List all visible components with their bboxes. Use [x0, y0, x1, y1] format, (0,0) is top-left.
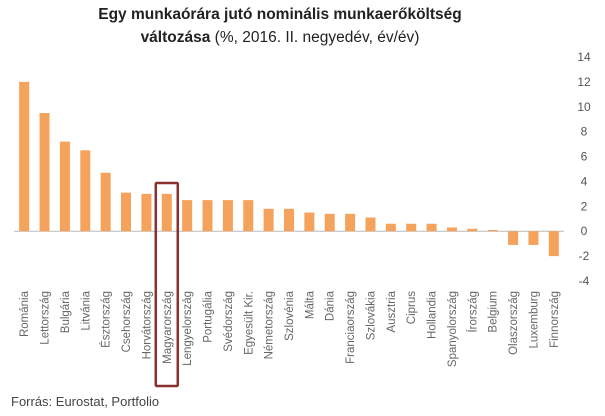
y-tick-label: -4: [579, 274, 590, 288]
category-label: Portugália: [203, 290, 215, 342]
category-label: Lengyelország: [182, 291, 194, 366]
category-label: Románia: [19, 290, 31, 337]
category-label: Luxemburg: [528, 291, 540, 349]
bar: [121, 192, 132, 232]
bar: [141, 193, 152, 232]
bar: [161, 193, 172, 232]
chart-title-bold-word: változása: [140, 29, 211, 46]
bar: [243, 200, 254, 232]
bar: [426, 223, 437, 232]
category-label: Belgium: [488, 291, 500, 333]
category-label: Lettország: [40, 291, 52, 345]
category-label: Szlovénia: [284, 290, 296, 340]
category-label: Szlovákia: [365, 290, 377, 340]
bar: [345, 213, 356, 232]
y-tick-label: 4: [581, 174, 588, 188]
bar: [406, 223, 417, 232]
category-label: Svédország: [223, 291, 235, 352]
category-label: Olaszország: [508, 291, 520, 355]
category-label: Észtország: [100, 291, 113, 348]
bar: [182, 200, 193, 232]
category-label: Finnország: [549, 291, 561, 348]
bar: [284, 208, 294, 232]
category-label: Hollandia: [427, 290, 439, 339]
y-tick-label: -2: [579, 249, 590, 263]
category-label: Horvátország: [141, 291, 153, 359]
y-tick-label: 2: [581, 199, 588, 213]
y-tick-label: 8: [581, 125, 588, 139]
bar: [39, 113, 50, 232]
category-label: Magyarország: [162, 291, 174, 364]
bar: [263, 208, 274, 232]
bar: [508, 231, 519, 245]
bar: [324, 213, 335, 232]
chart-title-line1: Egy munkaórára jutó nominális munkaerőkö…: [98, 6, 462, 23]
category-label: Ausztria: [386, 290, 398, 332]
category-label: Írország: [466, 291, 479, 333]
category-label: Egyesült Kir.: [243, 291, 255, 355]
source-note: Forrás: Eurostat, Portfolio: [11, 394, 160, 409]
y-tick-label: 14: [577, 50, 591, 64]
category-label: Dánia: [325, 290, 337, 321]
y-tick-label: 12: [577, 75, 591, 89]
y-tick-label: 0: [581, 224, 588, 238]
category-label: Csehország: [121, 291, 133, 352]
bar: [548, 231, 559, 257]
bar: [19, 81, 30, 232]
category-label: Bulgária: [60, 290, 72, 333]
bar: [385, 223, 396, 232]
category-label: Franciaország: [345, 291, 357, 364]
category-label: Litvánia: [80, 290, 92, 330]
bar: [304, 212, 315, 232]
bar: [202, 200, 213, 232]
bar: [365, 217, 376, 232]
chart-title-subtitle: (%, 2016. II. negyedév, év/év): [210, 29, 420, 46]
bar: [222, 200, 233, 232]
highlight-box: [154, 181, 180, 388]
y-tick-label: 10: [577, 100, 591, 114]
chart-title-line2: változása (%, 2016. II. negyedév, év/év): [0, 29, 560, 47]
bar: [100, 172, 111, 232]
y-tick-label: 6: [581, 150, 588, 164]
category-label: Spanyolország: [447, 291, 459, 367]
bar: [80, 150, 91, 232]
category-label: Ciprus: [406, 291, 418, 324]
bar: [59, 141, 70, 232]
bar: [446, 227, 457, 232]
category-label: Németország: [264, 291, 276, 359]
bar: [467, 228, 478, 232]
bar: [528, 231, 539, 245]
category-label: Málta: [304, 290, 316, 319]
bar: [487, 229, 498, 232]
